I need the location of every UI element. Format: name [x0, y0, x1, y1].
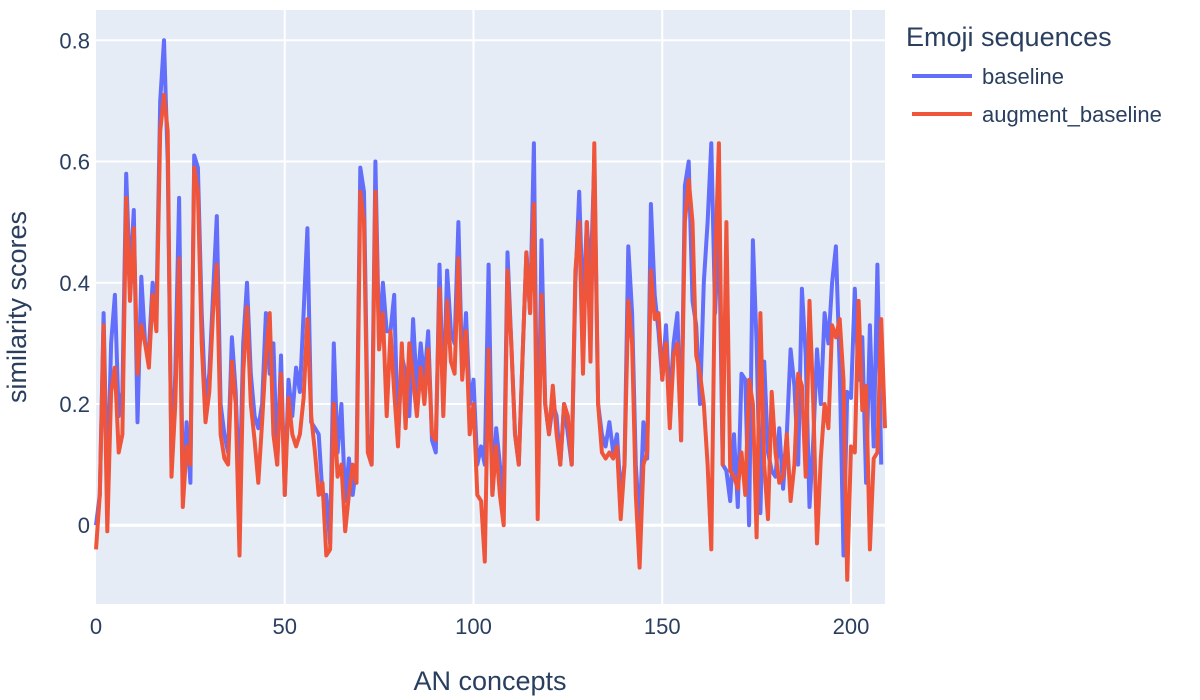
series-line-augment-baseline[interactable]	[94, 92, 887, 582]
x-tick-label: 50	[273, 614, 297, 639]
legend-label-augment-baseline[interactable]: augment_baseline	[982, 102, 1162, 127]
x-tick-label: 0	[90, 614, 102, 639]
legend-title: Emoji sequences	[906, 22, 1112, 52]
x-tick-label: 100	[455, 614, 492, 639]
legend-label-baseline[interactable]: baseline	[982, 64, 1064, 89]
x-tick-label: 150	[644, 614, 681, 639]
tick-labels: 0 50 100 150 200 0 0.2 0.4 0.6 0.8	[59, 28, 869, 639]
y-axis-title: similarity scores	[2, 211, 32, 403]
y-tick-label: 0.6	[59, 150, 90, 175]
series-lines	[94, 38, 887, 582]
y-tick-label: 0	[78, 513, 90, 538]
x-tick-label: 200	[833, 614, 870, 639]
x-axis-title: AN concepts	[413, 666, 566, 696]
y-tick-label: 0.8	[59, 28, 90, 53]
y-tick-label: 0.2	[59, 392, 90, 417]
legend: Emoji sequences baseline augment_baselin…	[906, 22, 1162, 127]
y-tick-label: 0.4	[59, 271, 90, 296]
